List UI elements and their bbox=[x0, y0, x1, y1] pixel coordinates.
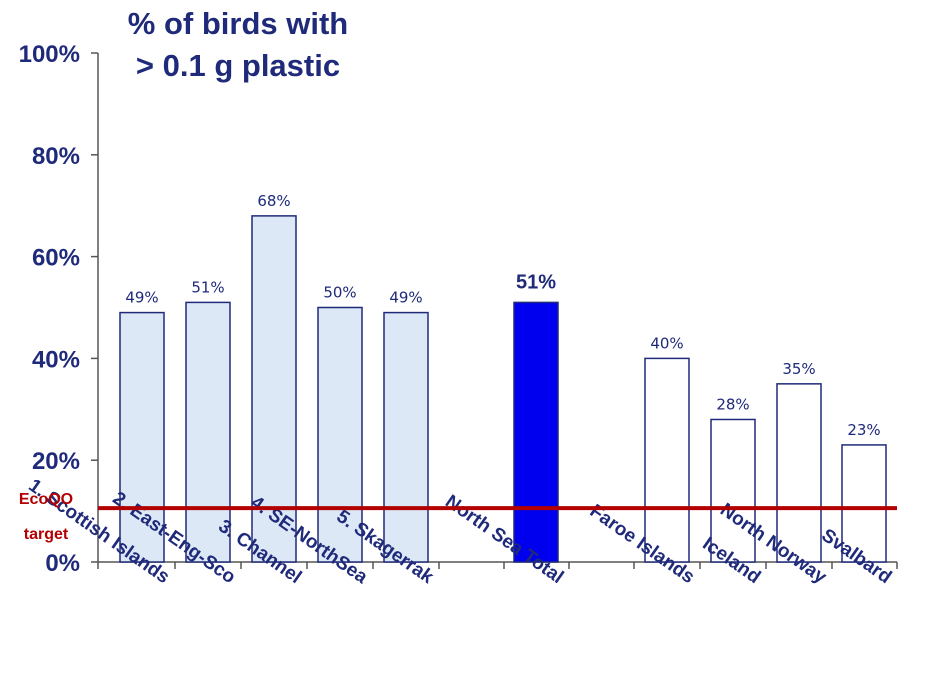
y-tick-label: 0% bbox=[45, 550, 80, 577]
bar bbox=[185, 301, 231, 563]
y-tick-label: 60% bbox=[32, 245, 80, 272]
target-label-line-1: EcoQO bbox=[19, 491, 73, 508]
y-tick-label: 80% bbox=[32, 143, 80, 170]
data-label: 28% bbox=[716, 395, 749, 413]
chart-title-line-2: > 0.1 g plastic bbox=[136, 48, 340, 83]
bar bbox=[119, 311, 165, 563]
bar bbox=[513, 301, 559, 563]
y-tick-label: 40% bbox=[32, 346, 80, 373]
y-tick-label: 100% bbox=[19, 41, 80, 68]
data-label: 50% bbox=[323, 284, 356, 302]
data-label: 40% bbox=[650, 334, 683, 352]
bar bbox=[251, 215, 297, 563]
data-label: 51% bbox=[191, 278, 224, 296]
bar bbox=[317, 306, 363, 563]
bar bbox=[841, 444, 887, 563]
bar bbox=[644, 357, 690, 563]
data-label: 68% bbox=[257, 192, 290, 210]
data-label: 51% bbox=[516, 271, 556, 293]
target-group: EcoQO target bbox=[19, 491, 897, 543]
chart-title-line-1: % of birds with bbox=[128, 6, 348, 41]
data-label: 23% bbox=[847, 421, 880, 439]
data-label: 49% bbox=[125, 289, 158, 307]
y-tick-label: 20% bbox=[32, 448, 80, 475]
bar bbox=[383, 311, 429, 563]
bar bbox=[710, 418, 756, 563]
target-label-line-2: target bbox=[24, 526, 69, 543]
data-label: 49% bbox=[389, 289, 422, 307]
data-label: 35% bbox=[782, 360, 815, 378]
bar bbox=[776, 383, 822, 563]
y-axis: 0% 20% 40% 60% 80% 100% bbox=[19, 41, 898, 577]
